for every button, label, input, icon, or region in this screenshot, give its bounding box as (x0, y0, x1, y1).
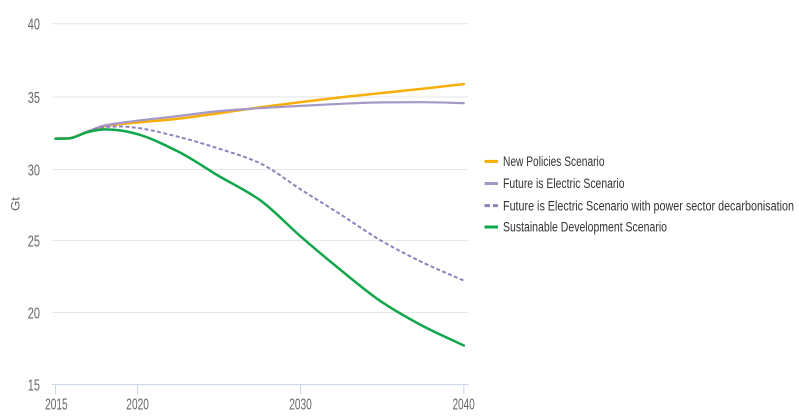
svg-text:2040: 2040 (452, 396, 474, 413)
svg-text:20: 20 (28, 305, 40, 322)
svg-text:Future is Electric Scenario wi: Future is Electric Scenario with power s… (503, 198, 794, 213)
svg-text:40: 40 (28, 17, 40, 34)
svg-text:2030: 2030 (289, 396, 312, 413)
svg-text:15: 15 (28, 377, 40, 394)
svg-text:2015: 2015 (45, 396, 68, 413)
svg-text:Gt: Gt (11, 196, 23, 211)
svg-text:30: 30 (28, 162, 40, 179)
svg-text:New Policies Scenario: New Policies Scenario (503, 154, 605, 169)
svg-text:Future is Electric Scenario: Future is Electric Scenario (503, 176, 625, 191)
svg-text:35: 35 (28, 90, 40, 107)
svg-text:25: 25 (28, 233, 40, 250)
svg-text:Sustainable Development Scenar: Sustainable Development Scenario (503, 220, 667, 235)
svg-text:2020: 2020 (126, 396, 149, 413)
